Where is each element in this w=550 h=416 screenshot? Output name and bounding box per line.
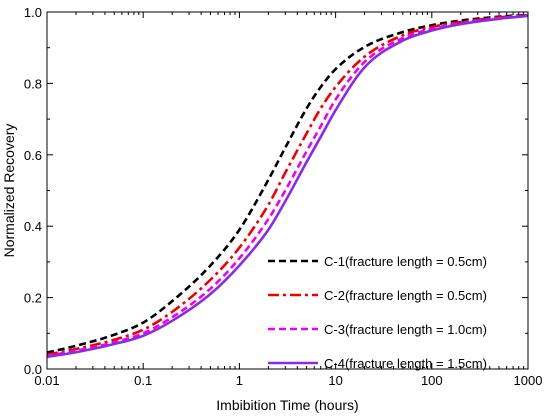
y-tick-label: 0.0 (24, 362, 42, 377)
y-tick-label: 0.6 (24, 148, 42, 163)
x-tick-label: 100 (421, 373, 443, 388)
axes-layer: 0.01 0.1 1 10 100 1000 0.0 0.2 0.4 0.6 0.8 1.0 (24, 5, 543, 388)
x-tick-label: 1 (236, 373, 243, 388)
series-line-c2 (47, 13, 528, 356)
legend-label-c3: C-3(fracture length = 1.0cm) (324, 322, 487, 337)
x-tick-label: 1000 (514, 373, 543, 388)
series-line-c3 (47, 14, 528, 358)
y-tick-label: 0.8 (24, 76, 42, 91)
plot-frame (46, 11, 529, 370)
legend-label-c2: C-2(fracture length = 0.5cm) (324, 288, 487, 303)
y-tick-label: 1.0 (24, 5, 42, 20)
x-tick-label: 0.1 (134, 373, 152, 388)
legend-label-c4: C-4(fracture length = 1.5cm) (324, 356, 487, 371)
x-tick-label: 0.01 (34, 373, 59, 388)
series-line-c4 (47, 14, 528, 359)
x-tick-label: 10 (328, 373, 342, 388)
y-tick-label: 0.2 (24, 291, 42, 306)
series-layer (47, 13, 528, 359)
legend-label-c1: C-1(fracture length = 0.5cm) (324, 254, 487, 269)
x-axis-title: Imbibition Time (hours) (216, 397, 358, 413)
series-line-c1 (47, 13, 528, 354)
y-axis-title: Normalized Recovery (1, 124, 17, 258)
y-tick-label: 0.4 (24, 219, 42, 234)
legend: C-1(fracture length = 0.5cm) C-2(fracture… (268, 254, 487, 371)
